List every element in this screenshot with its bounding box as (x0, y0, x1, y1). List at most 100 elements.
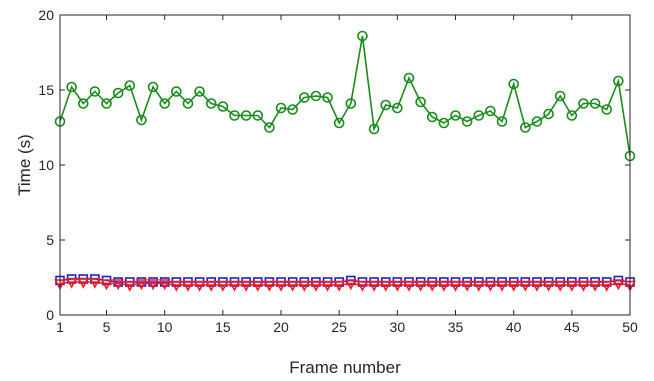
data-point (485, 105, 496, 117)
data-point (403, 280, 415, 292)
data-point (438, 117, 450, 129)
data-point (357, 30, 368, 42)
data-point (496, 116, 508, 127)
y-axis-label: Time (s) (15, 134, 34, 196)
data-point (217, 101, 229, 112)
plot-frame (59, 14, 631, 316)
data-point (182, 280, 194, 292)
data-point (531, 280, 543, 292)
data-point (77, 98, 89, 109)
data-point (578, 98, 589, 109)
data-point (158, 279, 171, 291)
data-point (554, 90, 566, 102)
x-tick-label: 25 (331, 319, 347, 335)
data-point (322, 92, 333, 103)
data-point (612, 279, 625, 291)
data-point (484, 280, 497, 292)
data-point (543, 108, 554, 120)
data-point (379, 280, 392, 292)
data-point (240, 110, 252, 121)
data-point (519, 280, 532, 292)
data-point (566, 280, 578, 292)
data-point (507, 280, 520, 292)
data-point (263, 280, 276, 292)
x-tick-label: 50 (622, 319, 638, 335)
data-point (531, 116, 543, 127)
data-point (496, 280, 508, 292)
data-point (310, 280, 322, 292)
data-point (310, 90, 322, 102)
data-point (321, 280, 334, 292)
data-point (205, 280, 218, 292)
data-point (333, 280, 346, 292)
data-point (333, 117, 345, 129)
data-point (147, 279, 159, 291)
data-point (368, 123, 380, 135)
data-point (554, 280, 567, 292)
data-point (240, 280, 252, 292)
data-point (251, 280, 264, 292)
data-point (101, 98, 112, 109)
data-point (472, 280, 485, 292)
plot-area (60, 15, 630, 315)
data-point (193, 280, 206, 292)
data-point (135, 279, 148, 291)
data-point (589, 98, 601, 109)
data-point (217, 280, 229, 292)
data-point (380, 99, 392, 111)
data-point (159, 98, 170, 109)
y-tick-label: 15 (38, 82, 54, 98)
data-point (344, 279, 357, 291)
x-tick-label: 20 (273, 319, 289, 335)
data-point (171, 86, 182, 97)
data-point (577, 280, 590, 292)
data-point (136, 114, 147, 126)
data-point (89, 277, 101, 289)
data-point (182, 98, 194, 109)
data-point (298, 92, 310, 103)
x-tick-label: 30 (390, 319, 406, 335)
data-point (542, 280, 555, 292)
data-point (600, 280, 613, 292)
data-point (473, 110, 485, 121)
x-tick-label: 5 (103, 319, 111, 335)
data-point (170, 280, 183, 292)
x-tick-label: 35 (448, 319, 464, 335)
data-point (205, 98, 217, 109)
x-axis-label: Frame number (289, 358, 401, 377)
data-point (77, 277, 90, 289)
data-point (264, 122, 275, 133)
data-point (252, 110, 264, 121)
data-point (566, 110, 578, 121)
y-tick-label: 10 (38, 157, 54, 173)
data-point (298, 280, 311, 292)
data-point (275, 102, 287, 114)
data-point (228, 280, 241, 292)
data-point (89, 86, 101, 97)
data-point (414, 280, 427, 292)
x-tick-label: 15 (215, 319, 231, 335)
data-point (426, 111, 438, 123)
data-point (415, 96, 426, 108)
data-point (356, 280, 369, 292)
data-point (461, 280, 473, 292)
data-point (438, 280, 450, 292)
x-tick-label: 10 (157, 319, 173, 335)
data-point (275, 280, 287, 292)
data-point (286, 280, 299, 292)
x-tick-label: 45 (564, 319, 580, 335)
data-point (345, 98, 357, 109)
data-point (147, 81, 159, 93)
data-point (601, 104, 613, 115)
data-point (287, 104, 298, 115)
series-1 (54, 30, 636, 162)
series-line (59, 35, 631, 157)
data-point (449, 280, 462, 292)
data-point (403, 72, 415, 84)
x-tick-label: 1 (56, 319, 64, 335)
data-point (229, 110, 240, 121)
y-tick-label: 20 (38, 7, 54, 23)
x-tick-label: 40 (506, 319, 522, 335)
